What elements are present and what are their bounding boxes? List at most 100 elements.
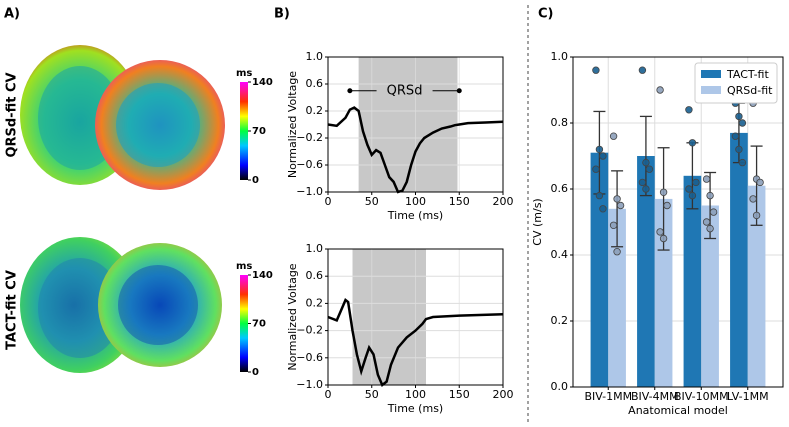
data-point [738,119,747,127]
data-point [738,158,747,167]
panel-label: A) [4,7,20,22]
y-axis-label: CV (m/s) [531,198,544,245]
data-point [702,218,711,226]
y-tick-label: 0.6 [306,77,324,90]
x-tick-label: BIV-4MM [631,390,679,403]
data-point [685,185,693,193]
x-tick-label: 200 [493,195,514,208]
row-title: TACT-fit CV [5,270,20,350]
bar [683,175,702,387]
data-point [616,201,625,210]
data-point [595,191,604,200]
legend-label: QRSd-fit [727,84,773,97]
x-tick-label: 0 [325,388,332,401]
data-point [706,224,714,233]
colorbar-tick-label: 140 [252,77,273,88]
annotation-text: QRSd [387,83,423,98]
signal-line [327,298,504,387]
data-point [599,205,607,213]
x-tick-label: 0 [325,195,332,208]
axes-frame [327,56,504,193]
data-point [642,158,650,167]
data-point [735,112,743,121]
data-point [756,178,764,187]
annotation-dot [347,88,353,94]
x-tick-label: 100 [405,388,426,401]
data-point [609,221,618,229]
bar [654,198,673,387]
data-point [688,139,697,147]
y-tick-label: −0.2 [296,324,323,337]
data-point [688,191,697,200]
x-tick-label: 100 [405,195,426,208]
legend-swatch [701,86,721,94]
panel-label: B) [274,7,290,22]
bar [637,156,655,387]
colorbar-tick-label: 70 [252,319,266,330]
data-point [595,145,604,154]
heart-top [20,45,225,190]
data-point [752,211,761,220]
colorbar-tick-label: 140 [252,270,273,281]
x-tick-label: BIV-1MM [584,390,632,403]
bar [701,205,719,387]
data-point [599,152,607,160]
x-tick-label: 200 [493,388,514,401]
y-tick-label: 1.0 [306,242,324,255]
data-point [735,145,743,154]
x-tick-label: 50 [365,388,379,401]
data-point [731,132,740,140]
y-tick-label: 0.8 [551,116,569,129]
bar [730,132,748,387]
data-point [638,178,647,187]
y-tick-label: 0.2 [306,104,324,117]
colorbar-tick-label: 0 [252,367,259,378]
y-tick-label: −0.6 [296,351,323,364]
data-point [663,201,671,210]
annotation-dot [456,88,462,94]
y-tick-label: 0.2 [306,296,324,309]
colorbar [240,82,248,180]
x-tick-label: BIV-10MM [674,390,729,403]
x-axis-label: Time (ms) [387,209,443,222]
y-tick-label: −1.0 [296,185,323,198]
x-tick-label: 150 [449,388,470,401]
data-point [709,208,718,216]
data-point [609,132,618,140]
y-axis-label: Normalized Voltage [286,71,299,178]
x-axis-label: Anatomical model [628,404,728,417]
bar [608,208,626,387]
y-tick-label: 0.6 [306,269,324,282]
data-point [645,165,654,173]
shaded-region [358,57,458,192]
y-tick-label: 1.0 [551,50,569,63]
y-axis-label: Normalized Voltage [286,263,299,370]
data-point [685,106,693,114]
y-tick-label: −1.0 [296,378,323,391]
colorbar-label: ms [236,68,252,79]
data-point [706,191,714,200]
data-point [659,188,668,196]
data-point [702,175,711,183]
data-point [592,66,600,74]
legend-label: TACT-fit [726,68,769,81]
y-tick-label: 0.0 [551,380,569,393]
data-point [749,195,757,203]
data-point [613,195,621,203]
heart-bottom [20,237,222,373]
axes-frame [572,56,784,388]
data-point [656,228,664,236]
y-tick-label: 0.2 [551,314,569,327]
y-tick-label: 1.0 [306,50,324,63]
data-point [659,234,668,243]
data-point [638,66,647,74]
bar [747,185,766,387]
x-axis-label: Time (ms) [387,402,443,415]
colorbar-tick-label: 0 [252,175,259,186]
y-tick-label: 0.4 [551,248,569,261]
data-point [613,247,621,256]
colorbar-label: ms [236,261,252,272]
row-title: QRSd-fit CV [5,72,20,157]
data-point [656,86,664,94]
